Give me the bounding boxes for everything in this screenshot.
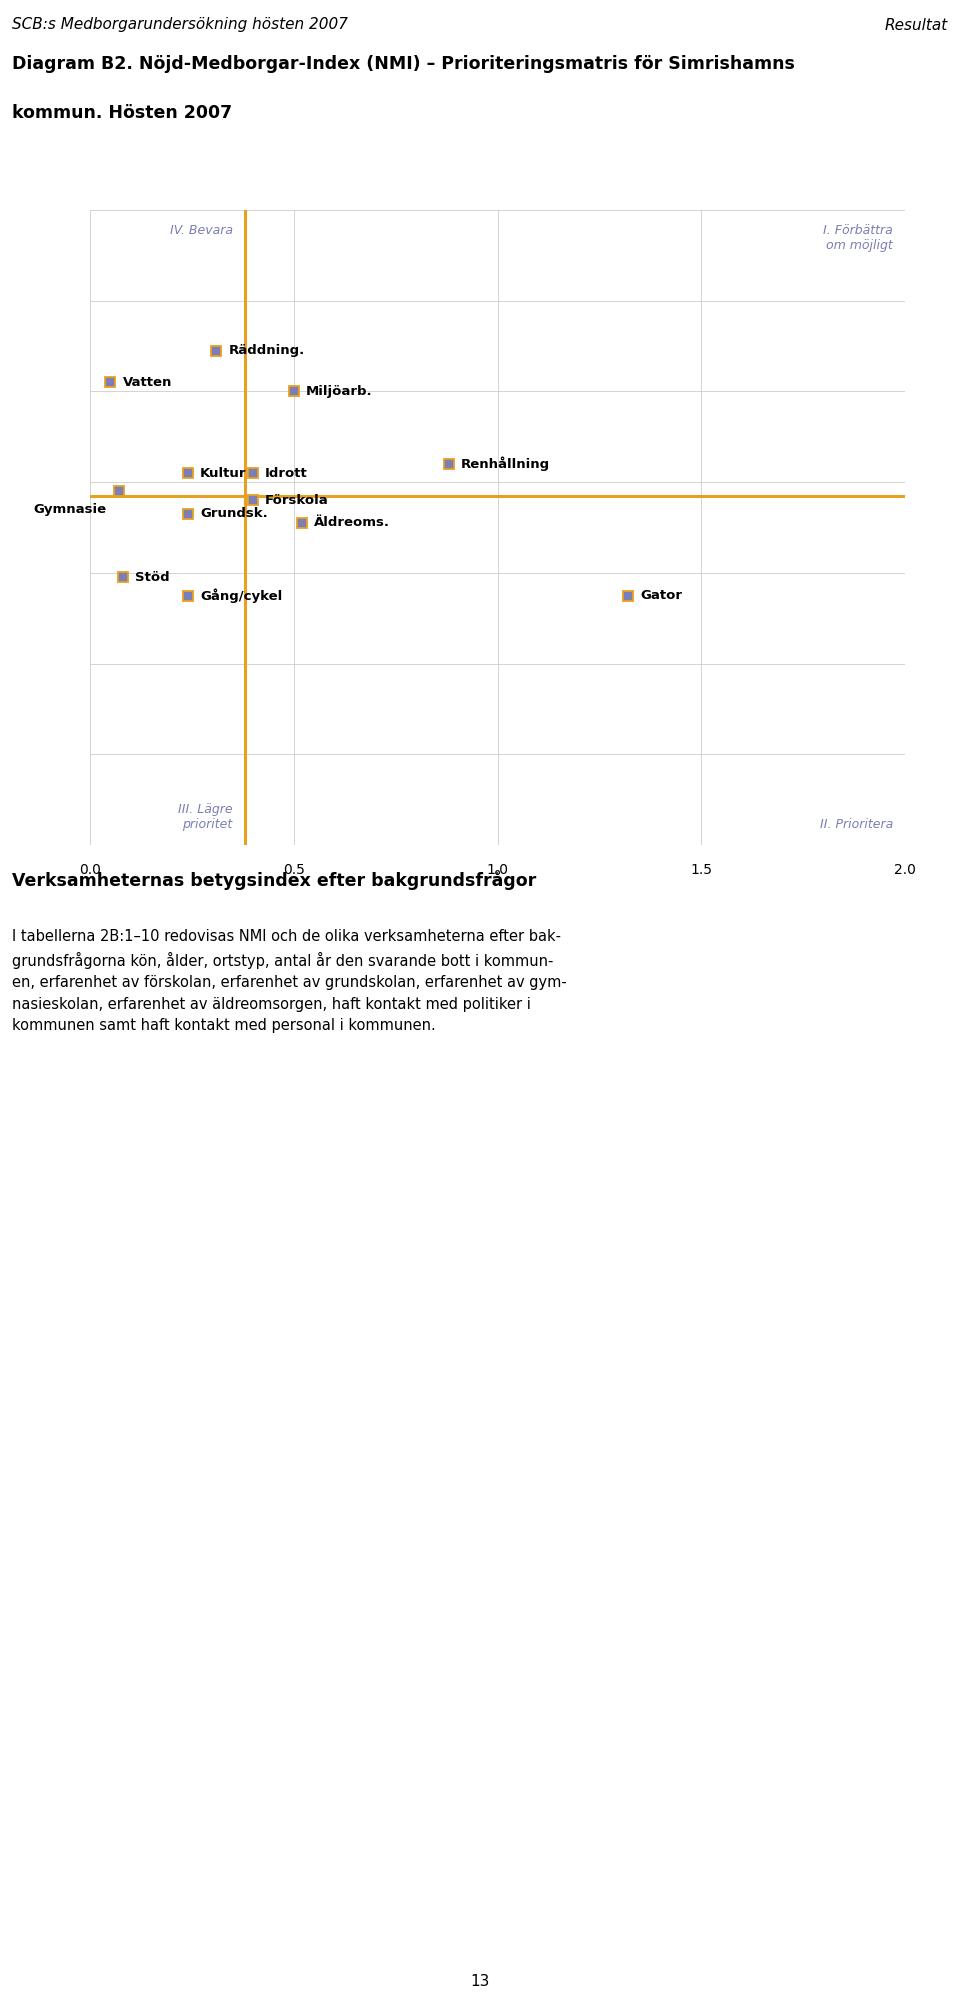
Text: Idrott: Idrott <box>265 467 308 479</box>
Text: I tabellerna 2B:1–10 redovisas NMI och de olika verksamheterna efter bak-
grunds: I tabellerna 2B:1–10 redovisas NMI och d… <box>12 928 567 1033</box>
Text: Räddning.: Räddning. <box>228 344 304 356</box>
Text: kommun. Hösten 2007: kommun. Hösten 2007 <box>12 105 232 123</box>
Text: Grundsk.: Grundsk. <box>200 507 268 521</box>
Text: 60: 60 <box>67 475 86 489</box>
Text: Effekt: Effekt <box>900 821 952 835</box>
Text: IV. Bevara: IV. Bevara <box>170 223 232 238</box>
Text: 30: 30 <box>67 747 86 761</box>
Text: 20: 20 <box>67 837 86 851</box>
Text: 1.5: 1.5 <box>690 864 712 878</box>
Text: 0.0: 0.0 <box>79 864 101 878</box>
Text: 40: 40 <box>67 656 86 670</box>
Text: 1.0: 1.0 <box>487 864 509 878</box>
Text: 70: 70 <box>67 384 86 399</box>
Text: Renhållning: Renhållning <box>461 457 550 471</box>
Text: Gator: Gator <box>640 590 683 602</box>
Text: Betygsindex: Betygsindex <box>20 223 126 238</box>
Text: Verksamheternas betygsindex efter bakgrundsfrågor: Verksamheternas betygsindex efter bakgru… <box>12 870 537 890</box>
Text: Kultur: Kultur <box>200 467 247 479</box>
Text: Vatten: Vatten <box>123 376 172 389</box>
Text: 80: 80 <box>67 294 86 308</box>
Text: 2.0: 2.0 <box>894 864 916 878</box>
Text: 90: 90 <box>67 203 86 217</box>
Text: 13: 13 <box>470 1975 490 1989</box>
Text: I. Förbättra
om möjligt: I. Förbättra om möjligt <box>823 223 893 252</box>
Text: II. Prioritera: II. Prioritera <box>820 819 893 831</box>
Text: Gymnasie: Gymnasie <box>34 503 107 515</box>
Text: SCB:s Medborgarundersökning hösten 2007: SCB:s Medborgarundersökning hösten 2007 <box>12 18 348 32</box>
Text: 0.5: 0.5 <box>283 864 304 878</box>
Text: Äldreoms.: Äldreoms. <box>314 517 390 529</box>
Text: Gång/cykel: Gång/cykel <box>200 588 282 602</box>
Text: Diagram B2. Nöjd-Medborgar-Index (NMI) – Prioriteringsmatris för Simrishamns: Diagram B2. Nöjd-Medborgar-Index (NMI) –… <box>12 54 795 72</box>
Text: Resultat: Resultat <box>884 18 948 32</box>
Text: 50: 50 <box>67 566 86 580</box>
Text: III. Lägre
prioritet: III. Lägre prioritet <box>178 803 232 831</box>
Text: Miljöarb.: Miljöarb. <box>306 384 372 399</box>
Text: Simrishamn: Simrishamn <box>378 169 582 197</box>
Text: Stöd: Stöd <box>134 572 170 584</box>
Text: Förskola: Förskola <box>265 493 329 507</box>
